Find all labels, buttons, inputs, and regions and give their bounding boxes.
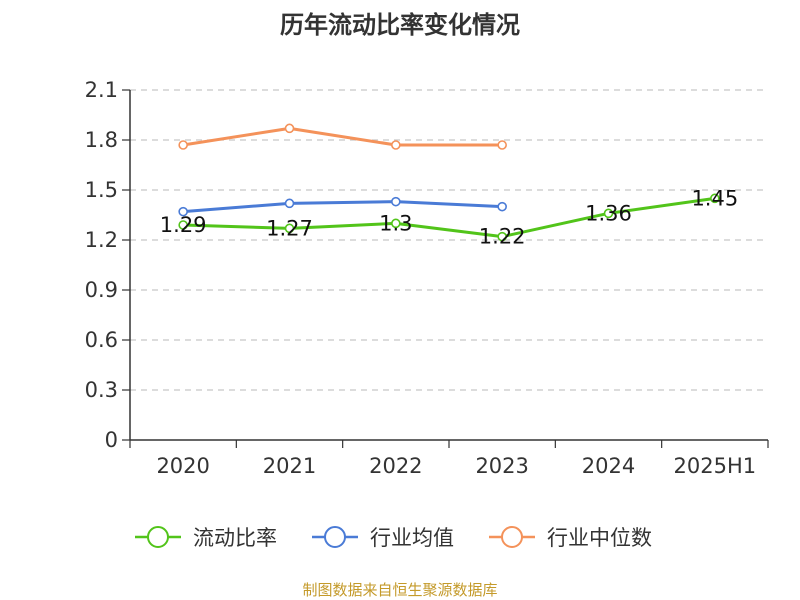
series-0: 1.29 1.27 1.3 1.22 1.36 1.45 bbox=[160, 186, 738, 248]
x-tick-label: 2024 bbox=[582, 454, 635, 478]
x-tick-label: 2025H1 bbox=[674, 454, 757, 478]
y-tick-label: 0.3 bbox=[85, 378, 118, 402]
x-tick-label: 2020 bbox=[156, 454, 209, 478]
y-tick-label: 0.9 bbox=[85, 278, 118, 302]
data-point bbox=[603, 208, 614, 219]
chart-title: 历年流动比率变化情况 bbox=[280, 11, 520, 39]
data-label: 1.27 bbox=[266, 216, 313, 240]
series-1 bbox=[178, 196, 507, 217]
data-point bbox=[391, 140, 401, 150]
series-line bbox=[183, 196, 716, 239]
data-point bbox=[178, 140, 188, 150]
x-tick-label: 2023 bbox=[475, 454, 528, 478]
data-label: 1.29 bbox=[160, 213, 207, 237]
legend-label: 行业中位数 bbox=[547, 526, 652, 550]
legend-label: 行业均值 bbox=[370, 526, 454, 550]
data-point bbox=[284, 198, 295, 209]
data-point bbox=[284, 123, 295, 134]
legend-swatch-marker bbox=[147, 526, 169, 548]
data-point bbox=[284, 223, 295, 234]
data-point bbox=[391, 196, 401, 207]
data-point bbox=[497, 140, 507, 150]
series-group: 1.29 1.27 1.3 1.22 1.36 1.45 bbox=[160, 123, 738, 249]
data-point bbox=[710, 193, 720, 204]
series-line bbox=[183, 200, 503, 214]
legend-swatch-marker bbox=[501, 526, 523, 548]
grid bbox=[130, 89, 768, 391]
legend: 流动比率 行业均值 行业中位数 bbox=[135, 526, 652, 550]
y-tick-label: 1.5 bbox=[85, 178, 118, 202]
y-tick-label: 1.8 bbox=[85, 128, 118, 152]
legend-swatch-marker bbox=[324, 526, 346, 548]
legend-item-2: 行业中位数 bbox=[489, 526, 652, 550]
source-note: 制图数据来自恒生聚源数据库 bbox=[302, 581, 497, 599]
data-point bbox=[391, 218, 401, 229]
axes: 0 0.3 0.6 0.9 1.2 1.5 1.8 2.1 2020 2021 2022 2023 20… bbox=[85, 78, 769, 478]
data-point bbox=[178, 220, 188, 230]
series-line bbox=[182, 126, 503, 147]
x-tick-label: 2021 bbox=[263, 454, 316, 478]
y-tick-label: 0.6 bbox=[85, 328, 118, 352]
data-label: 1.45 bbox=[691, 186, 738, 210]
series-2 bbox=[178, 123, 507, 150]
data-label: 1.22 bbox=[479, 225, 526, 249]
data-point bbox=[178, 206, 188, 217]
data-label: 1.36 bbox=[585, 201, 632, 225]
x-tick-label: 2022 bbox=[369, 454, 422, 478]
data-point bbox=[497, 201, 507, 212]
y-tick-label: 2.1 bbox=[85, 78, 118, 102]
y-tick-label: 1.2 bbox=[85, 228, 118, 252]
data-label: 1.3 bbox=[379, 211, 412, 235]
data-point bbox=[497, 231, 507, 242]
y-tick-label: 0 bbox=[105, 428, 118, 452]
legend-item-0: 流动比率 bbox=[135, 526, 277, 550]
legend-item-1: 行业均值 bbox=[312, 526, 454, 550]
legend-label: 流动比率 bbox=[193, 526, 277, 550]
